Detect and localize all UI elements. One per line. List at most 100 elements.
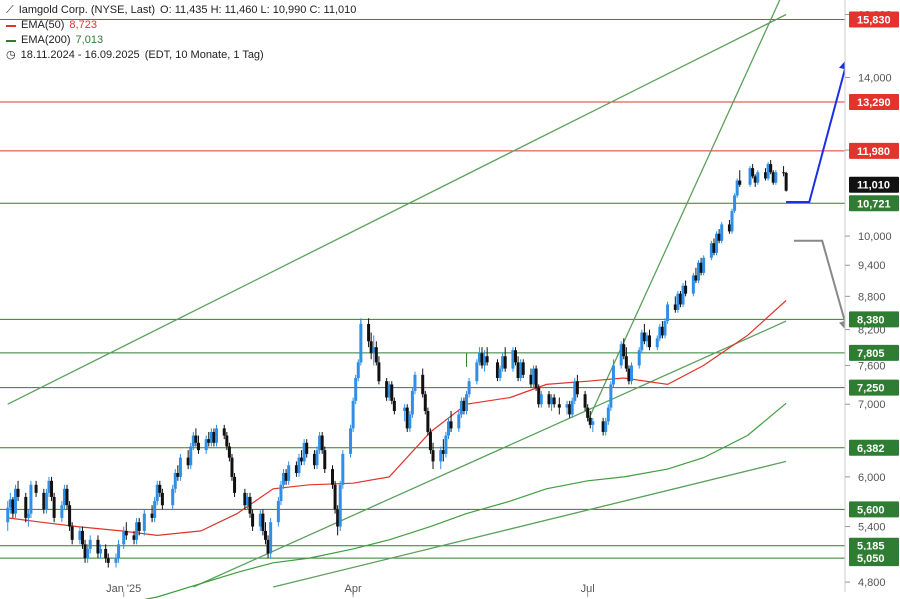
- candle-body: [516, 362, 520, 379]
- candle-body: [446, 421, 450, 436]
- candle-body: [751, 168, 755, 177]
- horizontal-levels: [0, 19, 845, 559]
- y-tick-label: 4,800: [858, 577, 886, 589]
- candle-body: [390, 384, 394, 401]
- candle-body: [642, 332, 646, 342]
- candle: [114, 553, 118, 568]
- candle: [457, 410, 461, 432]
- candle-body: [300, 457, 304, 462]
- y-tick-label: 8,800: [858, 291, 886, 303]
- candle-body: [186, 457, 190, 466]
- candle-body: [137, 522, 141, 531]
- candle: [338, 480, 342, 531]
- candle-body: [60, 505, 64, 518]
- candle-body: [284, 472, 288, 481]
- candle: [374, 341, 378, 366]
- candle: [52, 492, 56, 523]
- candle: [627, 365, 631, 385]
- candle-body: [248, 496, 252, 514]
- candle-body: [52, 496, 56, 518]
- projection-arrows: [786, 57, 851, 333]
- candle: [284, 469, 288, 485]
- candle-body: [583, 394, 587, 408]
- y-tick-label: 9,400: [858, 260, 886, 272]
- candle-body: [727, 224, 731, 232]
- ema50-line: [7, 300, 787, 537]
- candle-body: [189, 446, 193, 466]
- candle-body: [297, 457, 301, 473]
- candle-body: [171, 488, 175, 506]
- legend-title-row: ⟋ Iamgold Corp. (NYSE, Last) O: 11,435 H…: [6, 3, 356, 18]
- candle: [158, 480, 162, 497]
- candle-body: [624, 356, 628, 369]
- candle-body: [676, 293, 680, 310]
- candle: [764, 168, 768, 181]
- candle: [233, 472, 237, 497]
- candle-body: [178, 457, 182, 477]
- candle-body: [774, 172, 778, 183]
- candle-body: [519, 362, 523, 379]
- candle-body: [405, 407, 409, 429]
- candle-body: [323, 450, 327, 470]
- candle: [550, 394, 554, 411]
- candle-body: [697, 262, 701, 281]
- candle-body: [191, 435, 195, 447]
- candle-body: [771, 172, 775, 183]
- ema200-value: 7,013: [75, 34, 104, 46]
- candle-body: [13, 488, 17, 514]
- y-tick-label: 14,000: [858, 72, 892, 84]
- candle: [305, 439, 309, 458]
- candle-body: [622, 344, 626, 357]
- candle: [727, 219, 731, 234]
- candle: [243, 488, 247, 510]
- candle-body: [717, 233, 721, 241]
- level-tag-bg: [849, 195, 899, 212]
- candle: [287, 461, 291, 485]
- candle: [619, 341, 623, 369]
- candle: [153, 496, 157, 523]
- candle: [359, 318, 363, 366]
- level-tag: 15,830: [849, 11, 899, 28]
- trendline: [193, 320, 787, 588]
- candle: [6, 501, 10, 531]
- candle: [529, 368, 533, 388]
- candle: [70, 522, 74, 545]
- candle: [428, 428, 432, 454]
- candle-body: [312, 453, 316, 466]
- candle: [349, 424, 353, 458]
- candle: [537, 384, 541, 408]
- candle: [431, 442, 435, 470]
- level-tag: 7,805: [849, 344, 899, 361]
- candle-body: [557, 404, 561, 408]
- candle: [611, 359, 615, 388]
- candle: [485, 347, 489, 366]
- level-tag-bg: [849, 379, 899, 396]
- ema-lines: [7, 300, 787, 599]
- candle: [655, 335, 659, 351]
- candle: [676, 291, 680, 313]
- candle: [294, 461, 298, 477]
- candle-body: [428, 431, 432, 451]
- candle: [622, 338, 626, 360]
- candle: [709, 240, 713, 261]
- candle: [194, 428, 198, 447]
- candle-body: [534, 368, 538, 388]
- candle-body: [764, 172, 768, 179]
- candle-body: [176, 472, 180, 477]
- candle: [609, 381, 613, 411]
- level-tag: 5,050: [849, 550, 899, 567]
- candle-body: [243, 492, 247, 506]
- candle-body: [678, 293, 682, 305]
- candle: [8, 492, 12, 514]
- candle: [570, 397, 574, 418]
- candle-body: [261, 513, 265, 531]
- x-tick-label: Apr: [345, 583, 362, 595]
- candle: [333, 480, 337, 514]
- candle: [715, 231, 719, 256]
- candle: [519, 359, 523, 382]
- candle: [774, 170, 778, 185]
- level-tag: 7,250: [849, 379, 899, 396]
- candle-body: [658, 326, 662, 339]
- chart-icon: ⟋: [6, 4, 14, 16]
